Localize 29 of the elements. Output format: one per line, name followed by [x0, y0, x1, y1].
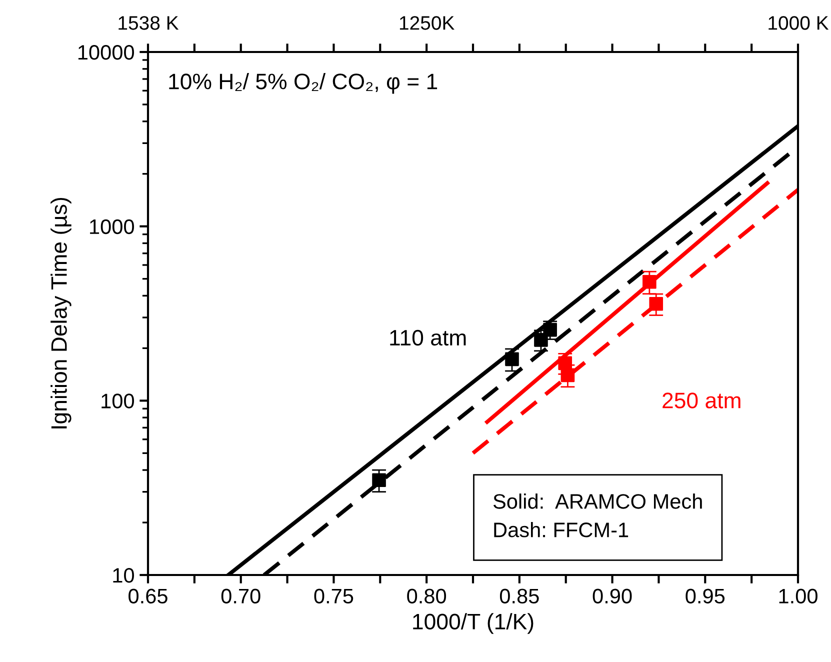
point: [560, 368, 575, 382]
text: 1538 K: [118, 16, 179, 30]
x-tick-label: 0.85: [500, 588, 539, 604]
annotation: 250 atm: [662, 392, 740, 408]
x-tick-label: 0.80: [407, 588, 446, 604]
y-tick-label: 10: [113, 568, 134, 583]
x-axis-title: 1000/T (1/K): [413, 613, 534, 634]
y-axis-title: Ignition Delay Time (µs): [50, 198, 72, 428]
y-tick-label: 100: [102, 394, 134, 408]
annotation: 10% H₂/ 5% O₂/ CO₂, φ = 1: [169, 73, 438, 94]
text: 1000 K: [768, 16, 829, 30]
point: [543, 322, 557, 337]
x-tick-label: 1.00: [779, 588, 818, 604]
x-tick-label: 0.70: [221, 588, 260, 604]
point: [642, 275, 656, 289]
text: 1250K: [400, 16, 454, 30]
x-tick-label: 0.95: [686, 588, 725, 604]
y-tick-label: 1000: [90, 219, 134, 234]
y-tick-label: 10000: [78, 45, 134, 60]
annotation: Solid: ARAMCO Mech Dash: FFCM-1: [493, 494, 702, 538]
point: [372, 473, 386, 488]
point: [558, 356, 572, 370]
x-tick-label: 0.75: [314, 588, 354, 604]
point: [649, 296, 664, 311]
x-tick-label: 0.90: [592, 588, 632, 604]
x-tick-label: 0.65: [128, 588, 168, 604]
annotation: 110 atm: [390, 330, 466, 346]
point: [534, 333, 548, 347]
point: [505, 352, 519, 366]
